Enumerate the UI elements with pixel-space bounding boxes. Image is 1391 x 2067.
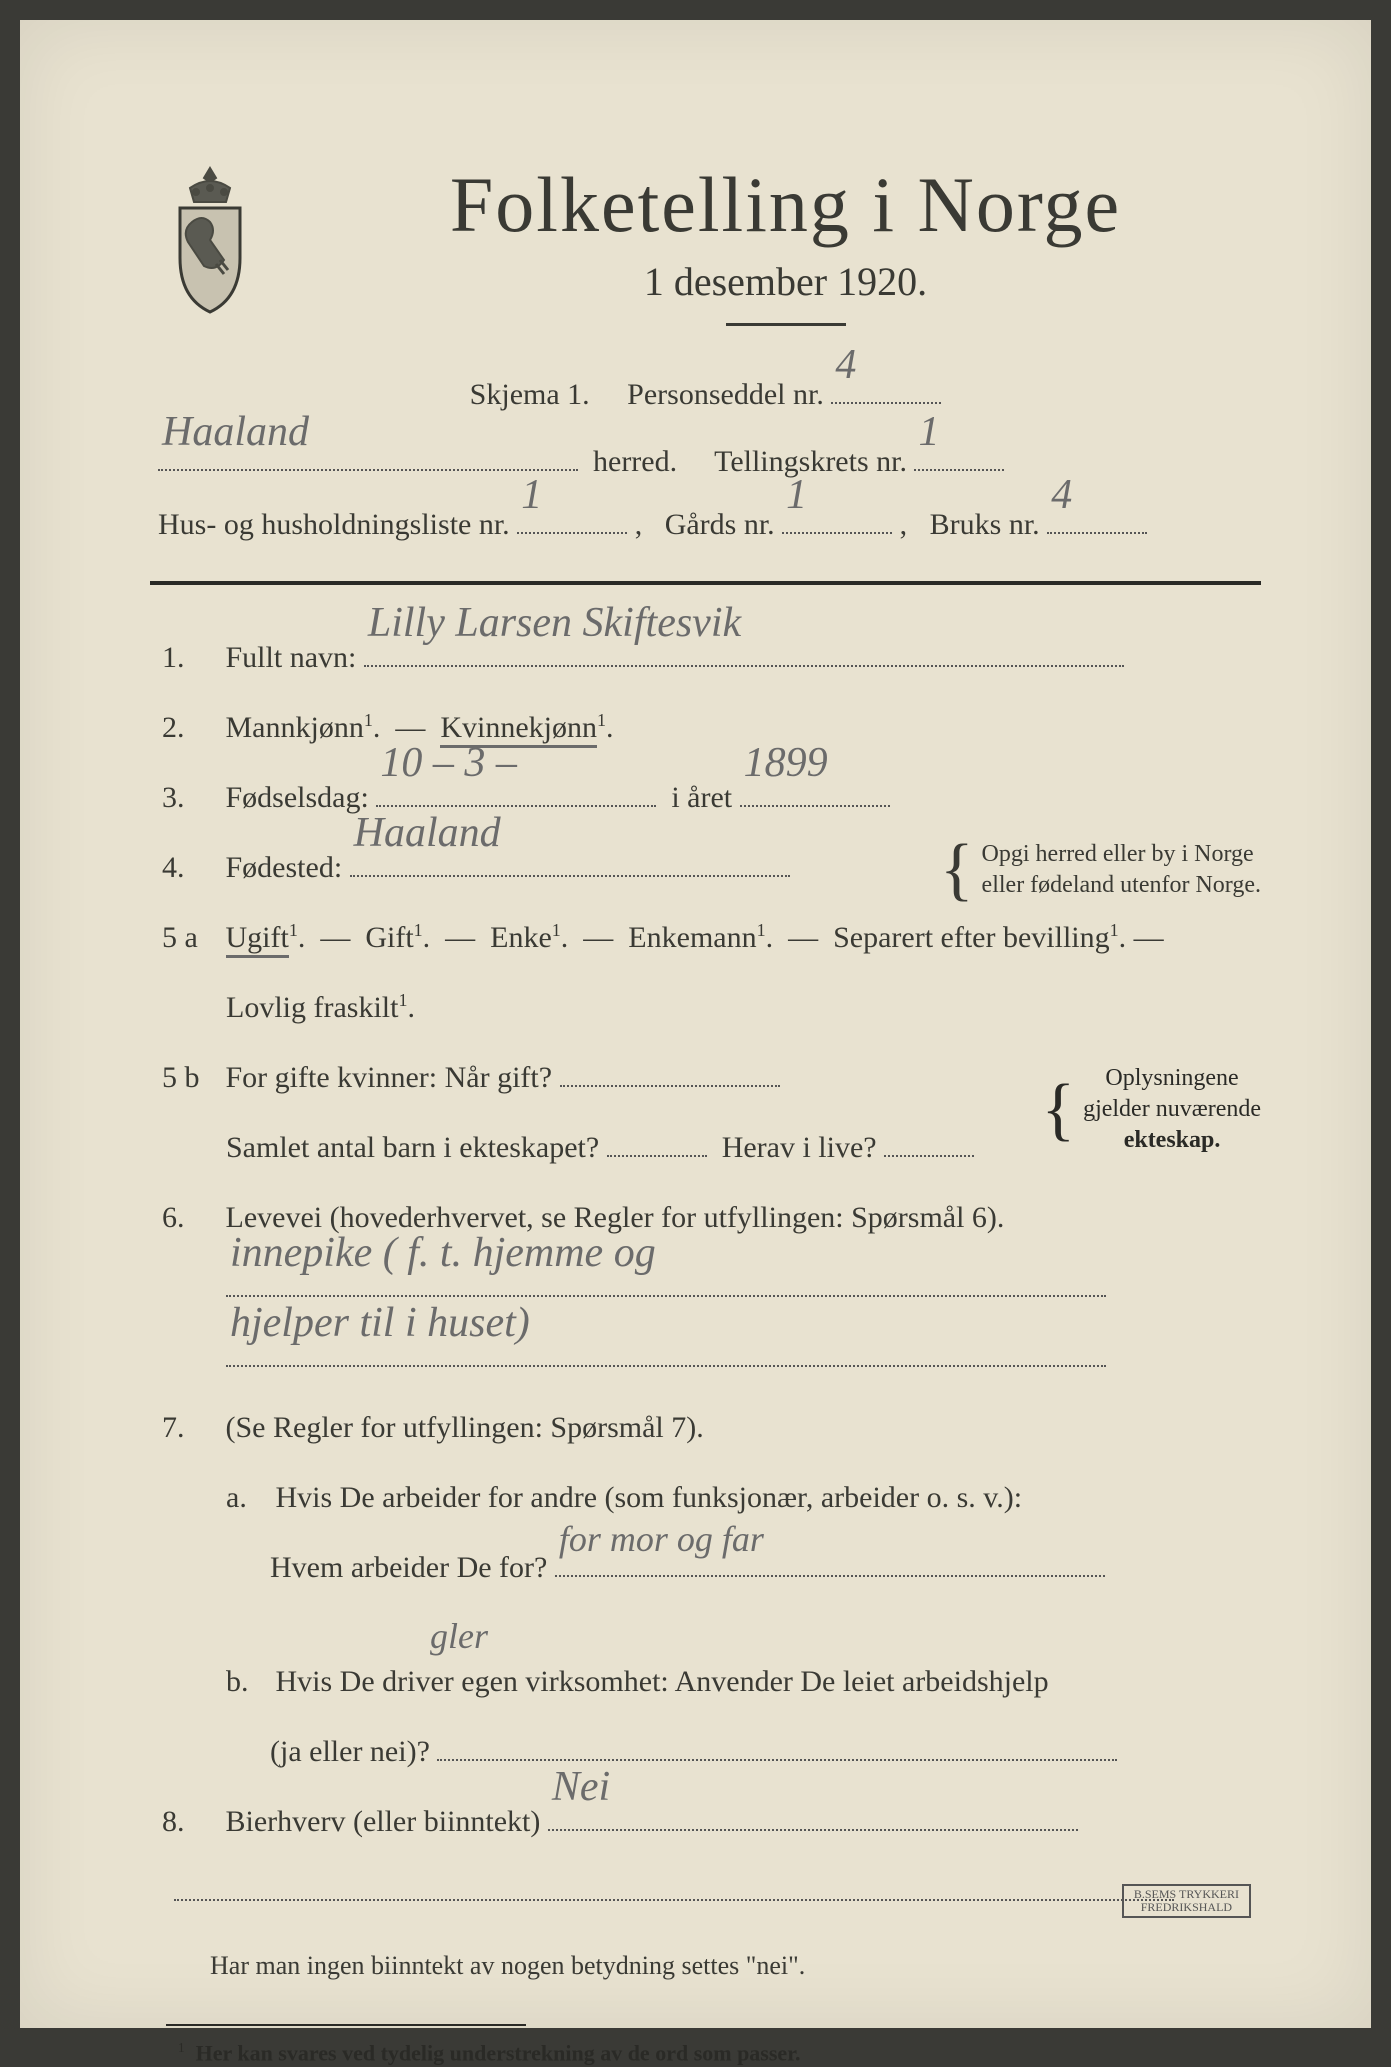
q5a-line2: Lovlig fraskilt1. bbox=[150, 975, 1261, 1041]
q7-num: 7. bbox=[162, 1395, 218, 1461]
header: Folketelling i Norge 1 desember 1920. bbox=[150, 160, 1261, 356]
printer1: B.SEMS TRYKKERI bbox=[1134, 1887, 1239, 1901]
q6-v2: hjelper til i huset) bbox=[150, 1325, 1261, 1391]
hus-value: 1 bbox=[521, 456, 542, 536]
q5a-opt6: Lovlig fraskilt bbox=[226, 991, 398, 1024]
q1: 1. Fullt navn: Lilly Larsen Skiftesvik bbox=[150, 625, 1261, 691]
q2-opt1: Mannkjønn bbox=[226, 711, 364, 744]
herred-value: Haaland bbox=[162, 393, 309, 473]
q1-label: Fullt navn: bbox=[226, 641, 357, 674]
tell-label: Tellingskrets nr. bbox=[714, 445, 907, 478]
q6-num: 6. bbox=[162, 1185, 218, 1251]
census-form-page: Folketelling i Norge 1 desember 1920. Sk… bbox=[20, 20, 1371, 2028]
q4-note: { Opgi herred eller by i Norge eller fød… bbox=[940, 839, 1261, 901]
gards-value: 1 bbox=[786, 456, 807, 536]
q5b-label3: Herav i live? bbox=[722, 1131, 877, 1164]
q5b-label1: For gifte kvinner: Når gift? bbox=[226, 1061, 553, 1094]
q5b-label2: Samlet antal barn i ekteskapet? bbox=[226, 1131, 599, 1164]
q7a-value: for mor og far bbox=[559, 1500, 764, 1579]
footnote: 1 Her kan svares ved tydelig understrekn… bbox=[150, 2040, 1261, 2066]
q7b-l1: b. Hvis De driver egen virksomhet: Anven… bbox=[150, 1649, 1261, 1715]
q8-value: Nei bbox=[552, 1741, 610, 1833]
hus-label: Hus- og husholdningsliste nr. bbox=[158, 508, 510, 541]
q3-year: 1899 bbox=[744, 717, 828, 809]
gards-label: Gårds nr. bbox=[665, 508, 775, 541]
q5b-note3: ekteskap. bbox=[1124, 1127, 1221, 1153]
personseddel-value: 4 bbox=[835, 326, 856, 406]
q8: 8. Bierhverv (eller biinntekt) Nei bbox=[150, 1789, 1261, 1855]
q3-num: 3. bbox=[162, 765, 218, 831]
q5a-opt2: Gift bbox=[365, 921, 413, 954]
q4-note2: eller fødeland utenfor Norge. bbox=[982, 872, 1261, 898]
q2-num: 2. bbox=[162, 695, 218, 761]
q5a-num: 5 a bbox=[162, 905, 218, 971]
q5b: 5 b For gifte kvinner: Når gift? Samlet … bbox=[150, 1045, 1261, 1185]
q4-note1: Opgi herred eller by i Norge bbox=[982, 841, 1254, 867]
printer-stamp: B.SEMS TRYKKERI FREDRIKSHALD bbox=[1122, 1884, 1251, 1918]
meta-line-1: Skjema 1. Personseddel nr. 4 bbox=[150, 366, 1261, 423]
q5b-note: { Oplysningene gjelder nuværende ekteska… bbox=[1041, 1063, 1261, 1157]
q7a-value2: gler bbox=[430, 1597, 488, 1649]
q5b-note2: gjelder nuværende bbox=[1083, 1096, 1261, 1122]
q7b-num: b. bbox=[226, 1649, 268, 1715]
bruks-label: Bruks nr. bbox=[930, 508, 1040, 541]
herred-label: herred. bbox=[593, 445, 677, 478]
q5a-opt1: Ugift bbox=[226, 921, 289, 958]
q7b-l2: (ja eller nei)? bbox=[150, 1719, 1261, 1785]
title-divider bbox=[726, 323, 846, 326]
q6-value2: hjelper til i huset) bbox=[230, 1277, 530, 1369]
personseddel-label: Personseddel nr. bbox=[627, 378, 824, 411]
q7b-label1: Hvis De driver egen virksomhet: Anvender… bbox=[276, 1665, 1049, 1698]
q3: 3. Fødselsdag: 10 – 3 – i året 1899 bbox=[150, 765, 1261, 831]
subtitle: 1 desember 1920. bbox=[310, 258, 1261, 305]
coat-of-arms-icon bbox=[150, 160, 270, 320]
q4-num: 4. bbox=[162, 835, 218, 901]
q8-num: 8. bbox=[162, 1789, 218, 1855]
q7-label: (Se Regler for utfyllingen: Spørsmål 7). bbox=[226, 1411, 704, 1444]
q5a-opt5: Separert efter bevilling bbox=[833, 921, 1110, 954]
q7b-label2: (ja eller nei)? bbox=[270, 1735, 430, 1768]
q4-value: Haaland bbox=[354, 787, 501, 879]
footnote-text: Her kan svares ved tydelig understreknin… bbox=[196, 2041, 801, 2066]
q5a-opt3: Enke bbox=[490, 921, 552, 954]
q7a-num: a. bbox=[226, 1465, 268, 1531]
foot-instruction: Har man ingen biinntekt av nogen betydni… bbox=[150, 1937, 1261, 1994]
q5a-line1: 5 a Ugift1. — Gift1. — Enke1. — Enkemann… bbox=[150, 905, 1261, 971]
q1-value: Lilly Larsen Skiftesvik bbox=[368, 577, 741, 669]
title-block: Folketelling i Norge 1 desember 1920. bbox=[310, 160, 1261, 356]
q7: 7. (Se Regler for utfyllingen: Spørsmål … bbox=[150, 1395, 1261, 1461]
q5b-note1: Oplysningene bbox=[1105, 1065, 1238, 1091]
q7a-l3: gler bbox=[150, 1605, 1261, 1645]
meta-line-3: Hus- og husholdningsliste nr. 1 , Gårds … bbox=[150, 496, 1261, 553]
q5b-num: 5 b bbox=[162, 1045, 218, 1111]
q5a-opt4: Enkemann bbox=[628, 921, 756, 954]
tell-value: 1 bbox=[918, 393, 939, 473]
q3-label: Fødselsdag: bbox=[226, 781, 369, 814]
footnote-divider bbox=[166, 2024, 526, 2026]
schema-label: Skjema 1. bbox=[470, 378, 590, 411]
main-title: Folketelling i Norge bbox=[310, 160, 1261, 250]
q4-label: Fødested: bbox=[226, 851, 343, 884]
q8-label: Bierhverv (eller biinntekt) bbox=[226, 1805, 541, 1838]
q2: 2. Mannkjønn1. — Kvinnekjønn1. bbox=[150, 695, 1261, 761]
bruks-value: 4 bbox=[1051, 456, 1072, 536]
q3-year-label: i året bbox=[671, 781, 732, 814]
printer2: FREDRIKSHALD bbox=[1141, 1900, 1232, 1914]
meta-line-2: Haaland herred. Tellingskrets nr. 1 bbox=[150, 433, 1261, 490]
q7a-label2: Hvem arbeider De for? bbox=[270, 1551, 547, 1584]
q4: 4. Fødested: Haaland { Opgi herred eller… bbox=[150, 835, 1261, 901]
q8-cont bbox=[150, 1859, 1261, 1925]
q1-num: 1. bbox=[162, 625, 218, 691]
q7a-l2: Hvem arbeider De for? for mor og far bbox=[150, 1535, 1261, 1601]
